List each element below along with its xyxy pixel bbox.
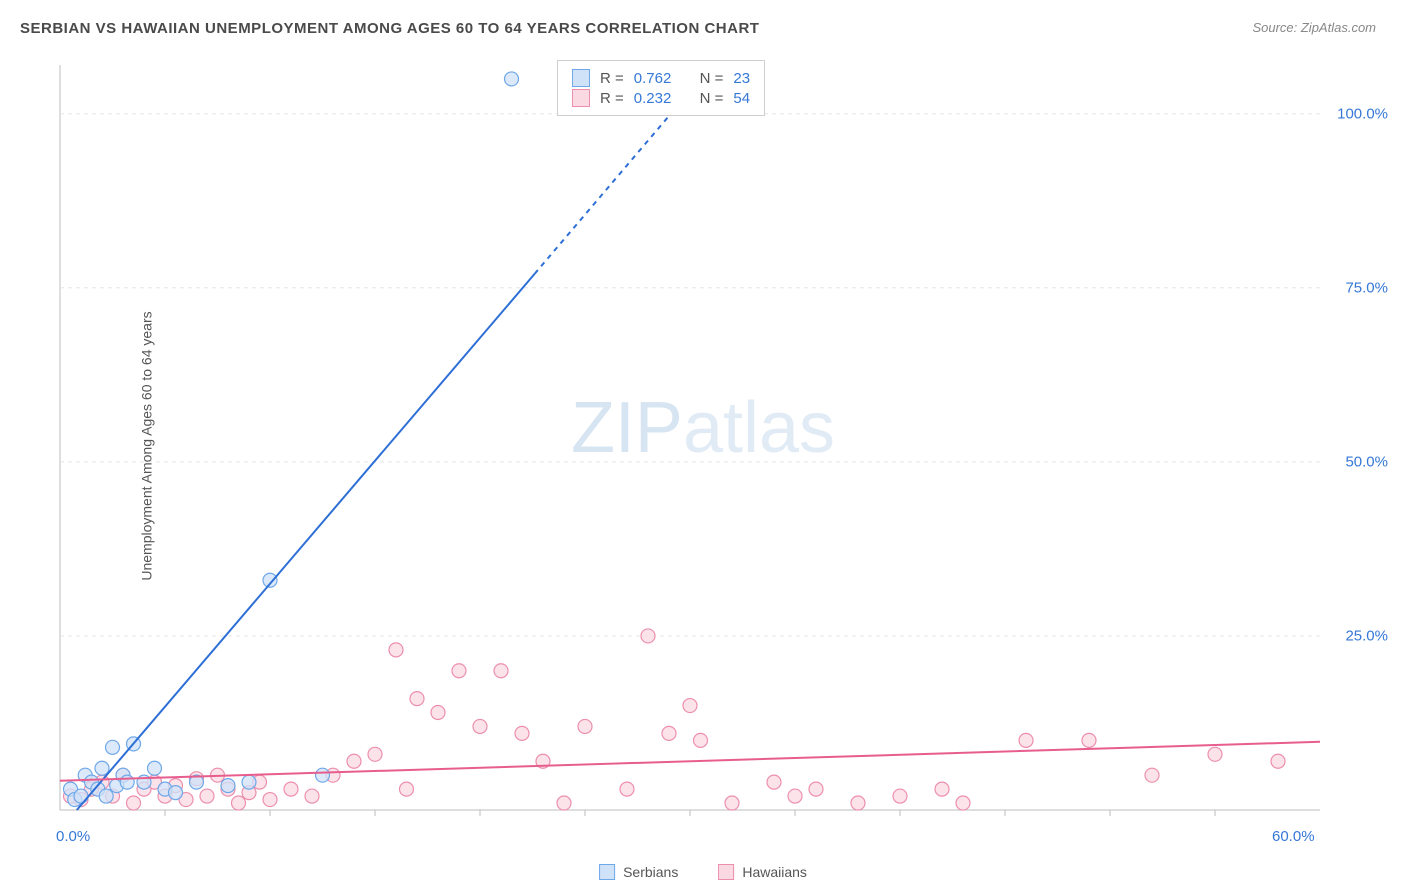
n-value: 23	[733, 70, 750, 87]
n-value: 54	[733, 90, 750, 107]
stats-row: R =0.232 N =54	[572, 89, 750, 107]
legend-swatch	[718, 864, 734, 880]
chart-canvas	[50, 55, 1350, 845]
x-tick-label: 0.0%	[56, 828, 90, 845]
legend-label: Serbians	[623, 864, 678, 880]
stats-swatch	[572, 89, 590, 107]
legend: Serbians Hawaiians	[599, 864, 807, 880]
legend-swatch	[599, 864, 615, 880]
scatter-plot	[50, 55, 1350, 845]
stats-swatch	[572, 69, 590, 87]
correlation-stats-box: R =0.762 N =23 R =0.232 N =54	[557, 60, 765, 116]
legend-item: Hawaiians	[718, 864, 807, 880]
x-tick-label: 60.0%	[1272, 828, 1315, 845]
stats-row: R =0.762 N =23	[572, 69, 750, 87]
legend-label: Hawaiians	[742, 864, 807, 880]
legend-item: Serbians	[599, 864, 678, 880]
r-value: 0.762	[634, 70, 672, 87]
y-tick-label: 75.0%	[1345, 279, 1388, 296]
r-value: 0.232	[634, 90, 672, 107]
y-tick-label: 100.0%	[1337, 105, 1388, 122]
source-attribution: Source: ZipAtlas.com	[1252, 20, 1376, 35]
y-tick-label: 50.0%	[1345, 453, 1388, 470]
chart-title: SERBIAN VS HAWAIIAN UNEMPLOYMENT AMONG A…	[20, 20, 759, 37]
y-tick-label: 25.0%	[1345, 627, 1388, 644]
